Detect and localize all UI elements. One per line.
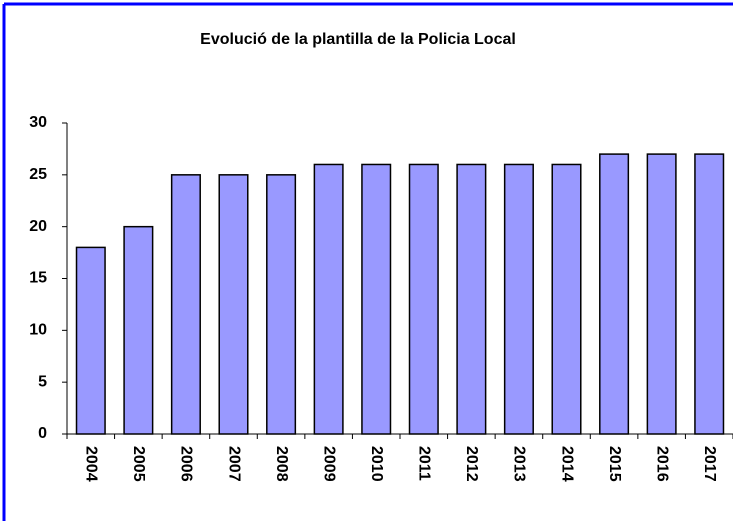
bar (408, 163, 439, 435)
bar (503, 163, 534, 435)
bar (694, 153, 725, 435)
bar (361, 163, 392, 435)
x-tick-label: 2008 (273, 446, 290, 482)
x-tick-label: 2009 (320, 446, 337, 482)
bar (646, 153, 677, 435)
y-tick-label: 30 (29, 114, 47, 131)
bar (551, 163, 582, 435)
bar (218, 174, 249, 435)
x-tick-label: 2012 (463, 446, 480, 482)
x-tick-label: 2013 (511, 446, 528, 482)
y-tick-label: 5 (38, 373, 47, 390)
x-tick-label: 2017 (701, 446, 718, 482)
bar (599, 153, 630, 435)
x-tick-label: 2010 (368, 446, 385, 482)
y-tick-label: 15 (29, 270, 47, 287)
y-tick-label: 25 (29, 166, 47, 183)
y-tick-label: 10 (29, 322, 47, 339)
bar (456, 163, 487, 435)
y-tick-label: 20 (29, 218, 47, 235)
x-tick-label: 2005 (130, 446, 147, 482)
chart-title: Evolució de la plantilla de la Policia L… (200, 31, 516, 48)
x-tick-label: 2007 (225, 446, 242, 482)
x-tick-label: 2014 (558, 446, 575, 482)
bar (75, 246, 106, 435)
bar (266, 174, 297, 435)
bar (313, 163, 344, 435)
x-tick-label: 2015 (606, 446, 623, 482)
x-tick-label: 2004 (83, 446, 100, 482)
y-tick-label: 0 (38, 425, 47, 442)
bar (170, 174, 201, 435)
x-tick-label: 2011 (416, 446, 433, 481)
x-tick-label: 2006 (178, 446, 195, 482)
x-tick-label: 2016 (653, 446, 670, 482)
bar (123, 225, 154, 435)
